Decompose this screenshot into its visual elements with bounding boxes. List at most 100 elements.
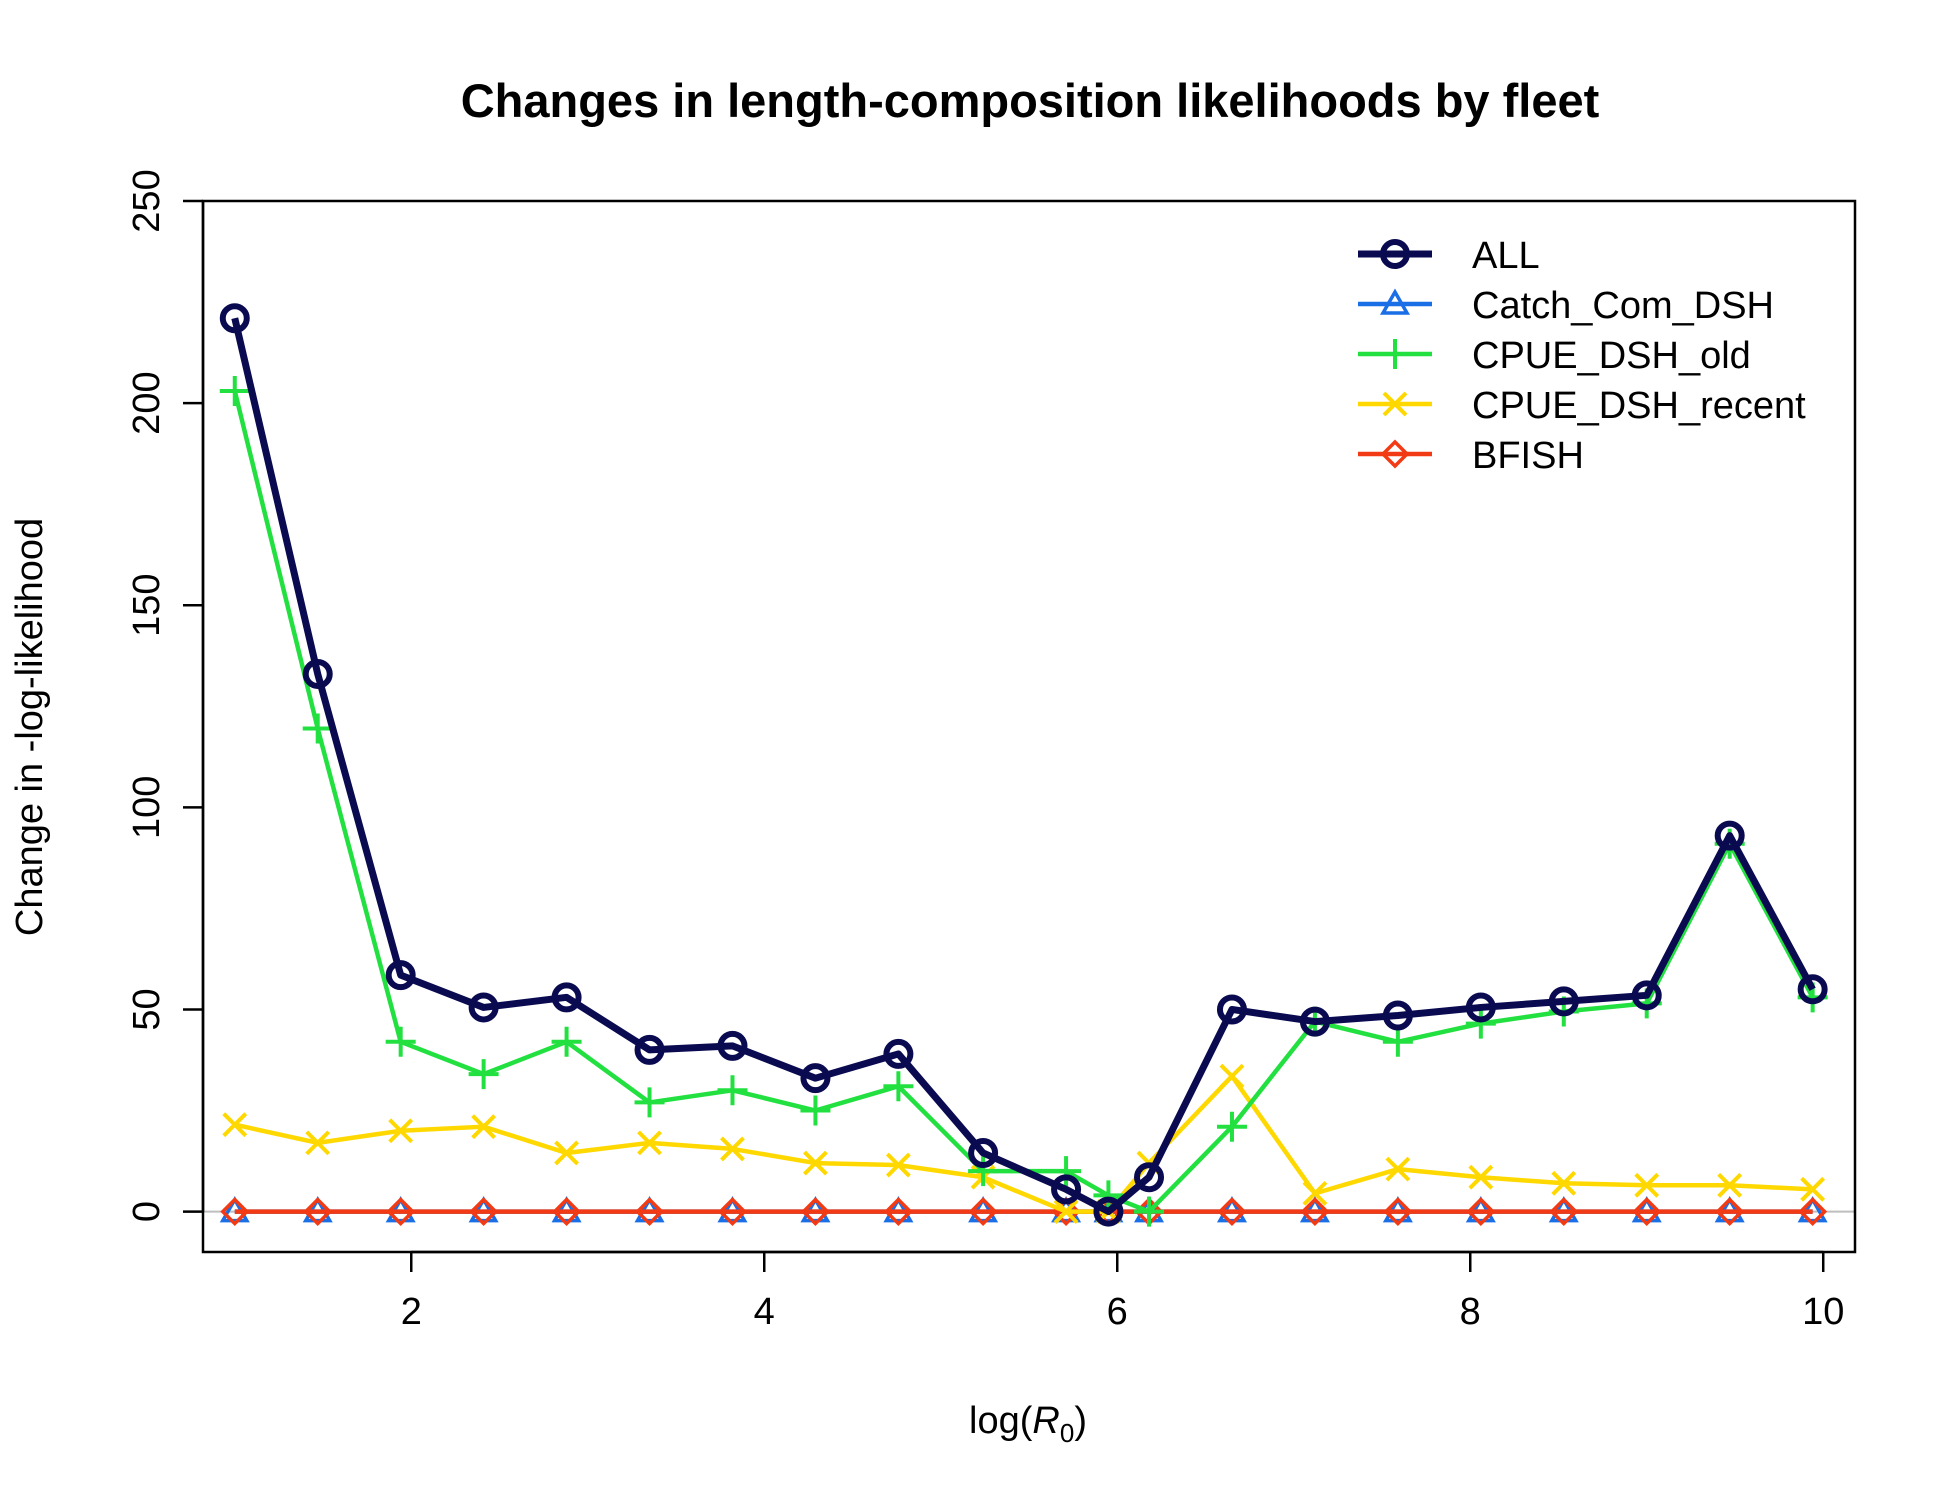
diamond-marker: [1632, 1197, 1662, 1227]
plus-marker: [717, 1075, 748, 1106]
x-axis: 2 4 6 8 10: [401, 1250, 1844, 1333]
circle-marker: [1797, 974, 1828, 1005]
diamond-marker: [635, 1197, 665, 1227]
y-axis-label: Change in -log-likelihood: [9, 518, 51, 936]
circle-marker: [968, 1137, 999, 1168]
diamond-marker: [303, 1197, 333, 1227]
triangle-marker: [1379, 288, 1411, 315]
cross-marker: [1053, 1199, 1079, 1224]
series-all: [219, 303, 1828, 1227]
cross-marker: [1634, 1172, 1660, 1198]
plus-marker: [800, 1095, 831, 1126]
diamond-marker: [883, 1197, 913, 1227]
circle-marker: [1051, 1174, 1082, 1205]
diamond-marker: [800, 1197, 830, 1227]
y-tick-label: 0: [126, 1201, 168, 1222]
y-tick-label: 50: [126, 988, 168, 1030]
cross-marker: [1382, 391, 1408, 417]
y-axis: 0 50 100 150 200 250: [126, 169, 205, 1222]
circle-marker: [1465, 992, 1496, 1023]
y-tick-label: 200: [126, 371, 168, 434]
circle-marker: [468, 992, 499, 1023]
circle-marker: [800, 1063, 831, 1094]
cross-marker: [222, 1112, 248, 1138]
y-tick-label: 100: [126, 776, 168, 839]
diamond-marker: [386, 1197, 416, 1227]
circle-marker: [1380, 239, 1410, 269]
circle-marker: [717, 1030, 748, 1061]
legend-item: Catch_Com_DSH: [1358, 285, 1774, 327]
plus-marker: [1093, 1180, 1124, 1211]
series-line: [234, 1073, 1813, 1214]
legend-label: Catch_Com_DSH: [1472, 285, 1774, 327]
circle-marker: [551, 982, 582, 1013]
legend-item: ALL: [1358, 235, 1540, 277]
diamond-marker: [1217, 1197, 1247, 1227]
circle-marker: [1714, 820, 1745, 851]
cross-marker: [305, 1130, 331, 1156]
cross-marker: [471, 1114, 497, 1140]
circle-marker: [1216, 994, 1247, 1025]
plus-marker: [968, 1156, 999, 1187]
x-tick-label: 2: [401, 1291, 422, 1333]
cross-marker: [1468, 1164, 1494, 1190]
diamond-marker: [1380, 439, 1410, 469]
series-cpue-dsh-recent: [222, 1063, 1826, 1224]
y-tick-label: 150: [126, 574, 168, 637]
plus-marker: [385, 1026, 416, 1057]
diamond-marker: [1715, 1197, 1745, 1227]
x-tick-label: 10: [1802, 1291, 1844, 1333]
legend-label: BFISH: [1472, 435, 1584, 477]
series-bfish: [220, 1197, 1828, 1227]
plus-marker: [634, 1087, 665, 1118]
y-tick-label: 250: [126, 169, 168, 232]
diamond-marker: [718, 1197, 747, 1227]
legend-label: ALL: [1472, 235, 1540, 277]
diamond-marker: [1798, 1197, 1828, 1227]
cross-marker: [1219, 1063, 1245, 1089]
diamond-marker: [1383, 1197, 1413, 1227]
series-line: [232, 390, 1815, 1214]
plot-series: [219, 303, 1828, 1227]
cross-marker: [388, 1118, 414, 1144]
cross-marker: [803, 1150, 828, 1176]
cross-marker: [1385, 1156, 1411, 1182]
circle-marker: [385, 960, 416, 991]
x-tick-label: 4: [754, 1291, 775, 1333]
legend-item: CPUE_DSH_recent: [1358, 385, 1806, 427]
circle-marker: [1631, 980, 1662, 1011]
plus-marker: [1134, 1196, 1165, 1227]
plus-marker: [1216, 1111, 1247, 1142]
plus-marker: [468, 1059, 499, 1090]
plus-marker: [1051, 1156, 1082, 1187]
diamond-marker: [1466, 1197, 1496, 1227]
plus-marker: [883, 1071, 914, 1102]
plus-marker: [1380, 339, 1410, 369]
x-axis-label: log(R0): [969, 1400, 1087, 1448]
plus-marker: [219, 375, 250, 406]
legend-label: CPUE_DSH_old: [1472, 335, 1751, 377]
series-cpue-dsh-old: [219, 375, 1828, 1227]
x-tick-label: 8: [1460, 1291, 1481, 1333]
cross-marker: [637, 1130, 662, 1156]
cross-marker: [1800, 1176, 1826, 1202]
circle-marker: [634, 1034, 665, 1065]
circle-marker: [1134, 1162, 1165, 1193]
legend-item: BFISH: [1358, 435, 1584, 477]
diamond-marker: [1300, 1197, 1330, 1227]
circle-marker: [1382, 1000, 1413, 1031]
circle-marker: [219, 303, 250, 334]
cross-marker: [1551, 1170, 1577, 1196]
circle-marker: [883, 1038, 914, 1069]
series-line: [231, 317, 1816, 1216]
circle-marker: [1093, 1196, 1124, 1227]
plus-marker: [1382, 1026, 1413, 1057]
diamond-marker: [220, 1197, 250, 1227]
diamond-marker: [552, 1197, 582, 1227]
chart-title: Changes in length-composition likelihood…: [461, 74, 1600, 127]
cross-marker: [885, 1152, 911, 1178]
circle-marker: [302, 658, 333, 689]
cross-marker: [554, 1140, 579, 1166]
plus-marker: [1465, 1008, 1496, 1039]
circle-marker: [1299, 1006, 1330, 1037]
